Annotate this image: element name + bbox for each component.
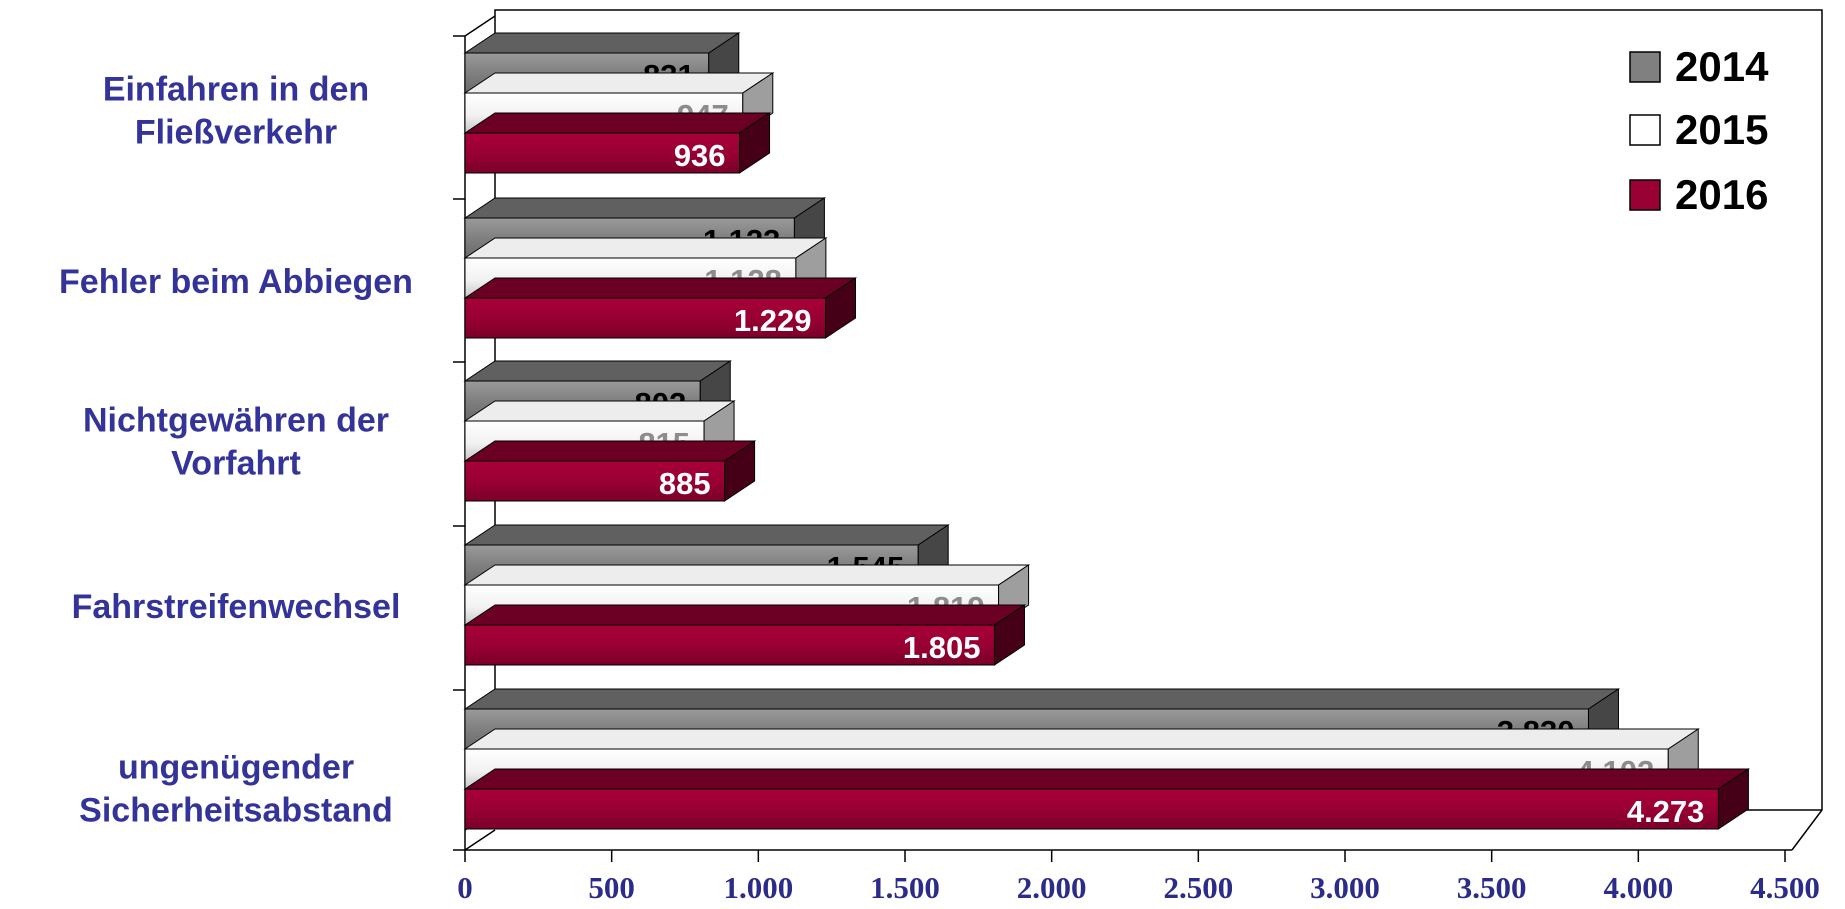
data-label: 936 (674, 138, 726, 173)
data-label: 1.805 (903, 630, 981, 665)
x-tick-label: 500 (588, 870, 635, 905)
category-labels: Einfahren in den Fließverkehr Fehler beim … (59, 71, 413, 830)
legend-item-2016: 2016 (1629, 171, 1768, 218)
x-tick-label: 3.500 (1457, 870, 1527, 905)
bars: 8319479361.1231.1281.2298028158851.5451.… (463, 32, 1751, 830)
legend-item-2015: 2015 (1629, 106, 1768, 153)
bar-2016-0 (463, 112, 772, 174)
bar-2016-1 (463, 277, 858, 339)
legend-label: 2015 (1675, 106, 1768, 153)
x-tick-label: 0 (457, 870, 473, 905)
category-label: Vorfahrt (171, 445, 301, 483)
legend-swatch (1629, 51, 1661, 83)
category-label: Fahrstreifenwechsel (72, 588, 401, 626)
data-label: 4.273 (1627, 794, 1705, 829)
data-label: 885 (659, 466, 711, 501)
x-tick-label: 1.500 (870, 870, 940, 905)
legend-swatch (1629, 179, 1661, 211)
legend-label: 2016 (1675, 171, 1768, 218)
legend: 2014 2015 2016 (1629, 43, 1769, 218)
x-tick-label: 2.000 (1017, 870, 1087, 905)
legend-label: 2014 (1675, 43, 1769, 90)
legend-swatch (1629, 114, 1661, 146)
y-axis-top-edge (464, 15, 496, 37)
bar-2016-3 (463, 604, 1027, 666)
x-tick-label: 2.500 (1163, 870, 1233, 905)
category-label: Einfahren in den (103, 71, 369, 109)
x-axis-ticks: 0 500 1.000 1.500 2.000 2.500 3.000 3.500 4.000 4… (457, 850, 1820, 905)
category-label: Nichtgewähren der (83, 402, 389, 440)
legend-item-2014: 2014 (1629, 43, 1769, 90)
category-label: Sicherheitsabstand (79, 792, 393, 830)
data-label: 1.229 (734, 303, 812, 338)
bar-2016-2 (463, 440, 757, 502)
x-tick-label: 3.000 (1310, 870, 1380, 905)
category-label: Fließverkehr (135, 114, 337, 152)
floor-left-edge (464, 829, 496, 851)
x-tick-label: 1.000 (723, 870, 793, 905)
x-tick-label: 4.000 (1603, 870, 1673, 905)
category-label: ungenügender (118, 749, 354, 787)
x-tick-label: 4.500 (1750, 870, 1820, 905)
bar-2016-4 (463, 768, 1751, 830)
category-label: Fehler beim Abbiegen (59, 263, 413, 301)
